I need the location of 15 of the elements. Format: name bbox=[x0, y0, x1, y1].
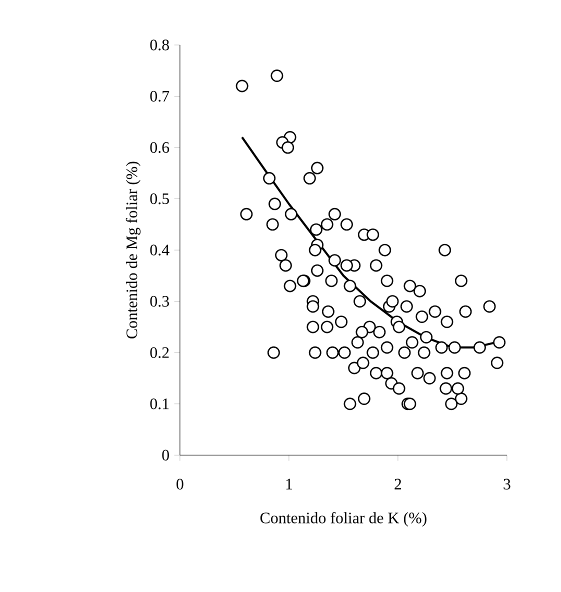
y-tick-label: 0 bbox=[162, 450, 169, 461]
x-tick-label: 3 bbox=[504, 478, 510, 490]
x-tick-label: 2 bbox=[394, 478, 402, 490]
y-tick-label: 0.7 bbox=[150, 90, 170, 102]
x-tick-label: 0 bbox=[176, 478, 184, 490]
y-axis-title: Contenido de Mg foliar (%) bbox=[126, 162, 141, 338]
x-tick-label: 1 bbox=[286, 478, 292, 490]
y-tick-label: 0.3 bbox=[150, 296, 169, 307]
y-tick-label: 0.1 bbox=[150, 398, 169, 410]
y-tick-label: 0.2 bbox=[150, 347, 169, 358]
y-tick-label: 0.6 bbox=[150, 142, 170, 153]
x-axis-title: Contenido foliar de K (%) bbox=[260, 512, 426, 527]
y-tick-label: 0.4 bbox=[150, 244, 170, 256]
y-tick-label: 0.8 bbox=[150, 40, 169, 50]
y-tick-label: 0.5 bbox=[150, 193, 169, 204]
